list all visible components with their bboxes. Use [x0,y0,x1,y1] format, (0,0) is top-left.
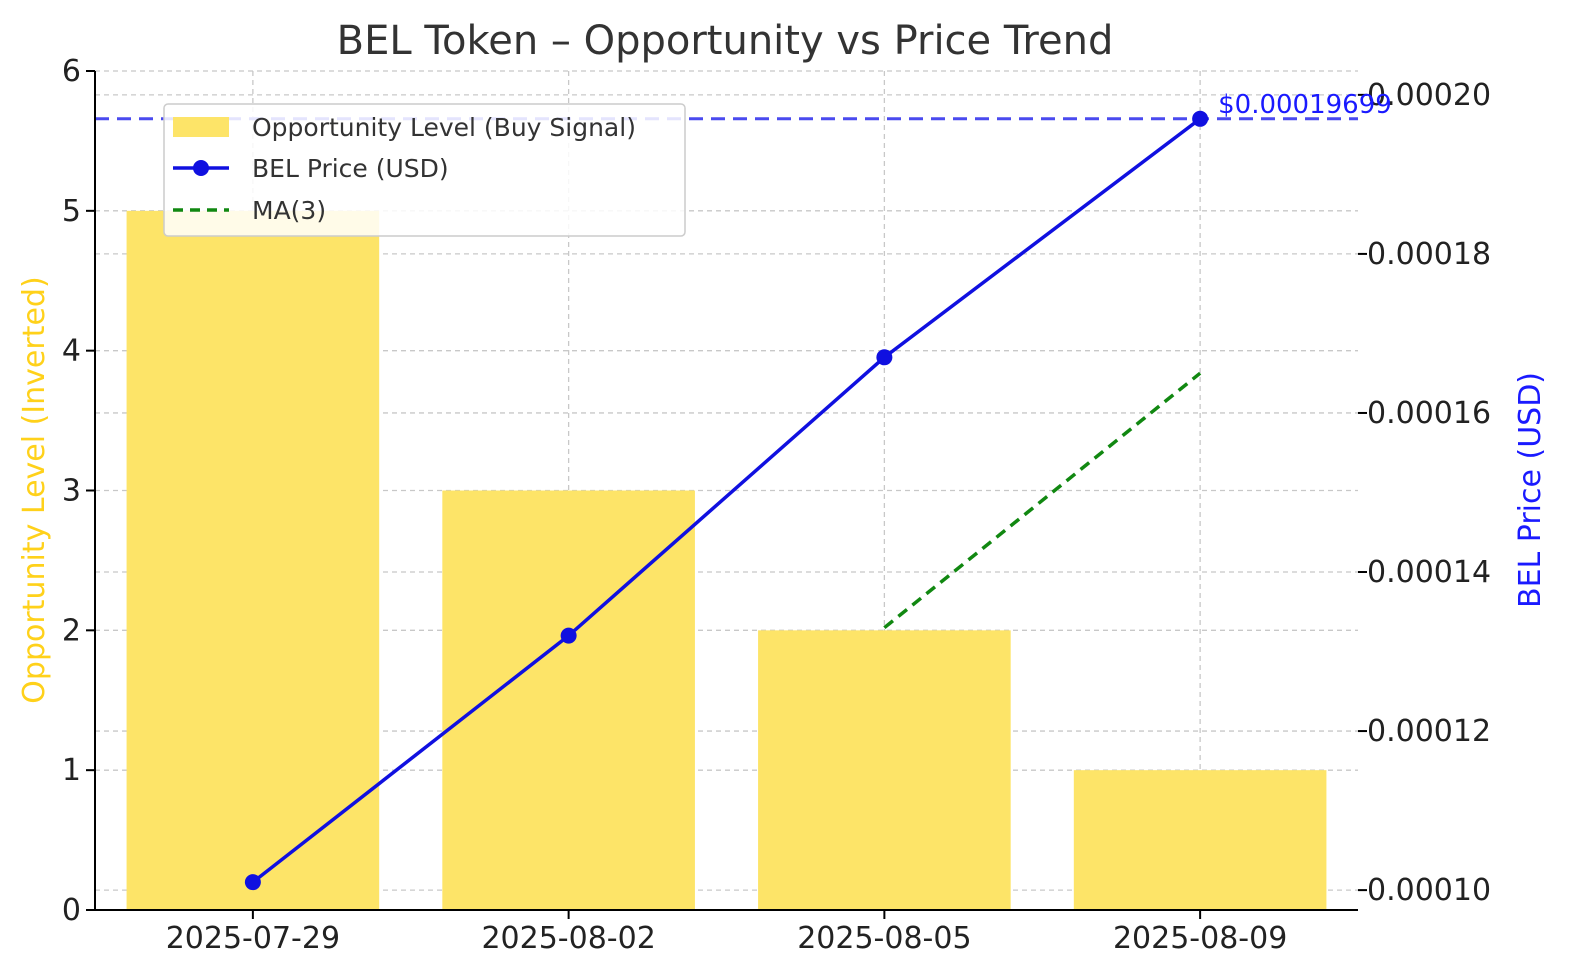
bar-opportunity [442,490,695,910]
y-tick-label-left: 4 [62,334,81,369]
y-tick-label-left: 3 [62,474,81,509]
legend-label-opportunity: Opportunity Level (Buy Signal) [252,113,636,142]
labels: 0 1 2 3 4 5 6 0.00010 0.00012 0.00014 0.00016 0.000… [62,54,1491,956]
bar-opportunity [126,210,380,911]
price-point [1192,110,1209,127]
legend: Opportunity Level (Buy Signal) BEL Price… [163,103,686,237]
y-tick-label-left: 2 [62,613,81,648]
legend-marker-price [193,160,209,176]
chart-title: BEL Token – Opportunity vs Price Trend [337,18,1114,64]
price-point [560,627,577,644]
y-tick-label-left: 5 [62,194,81,229]
x-tick-label: 2025-08-09 [1113,921,1287,956]
price-point [244,874,261,891]
y-tick-label-right: 0.00010 [1367,873,1491,908]
y-tick-label-right: 0.00020 [1367,78,1491,113]
y-tick-label-right: 0.00014 [1367,555,1491,590]
y-tick-label-left: 6 [62,54,81,89]
legend-label-ma: MA(3) [252,196,326,225]
bar-opportunity [1073,770,1327,910]
y-axis-left-label: Opportunity Level (Inverted) [17,276,52,703]
legend-label-price: BEL Price (USD) [252,154,449,183]
x-tick-label: 2025-08-02 [481,921,655,956]
legend-swatch-bar [173,117,229,137]
y-axis-right-label: BEL Price (USD) [1513,372,1548,608]
y-tick-label-right: 0.00018 [1367,237,1491,272]
bars [126,210,1327,911]
x-tick-label: 2025-08-05 [797,921,971,956]
y-tick-label-right: 0.00016 [1367,396,1491,431]
latest-price-annotation: $0.00019699 [1218,90,1392,120]
x-tick-label: 2025-07-29 [166,921,340,956]
legend-box [163,103,686,237]
ma-line [883,371,1202,630]
axes [86,70,1367,919]
y-tick-label-left: 0 [62,893,81,928]
y-tick-label-left: 1 [62,753,81,788]
bar-opportunity [758,630,1011,910]
y-tick-label-right: 0.00012 [1367,714,1491,749]
price-point [876,349,893,366]
price-line [251,117,1202,884]
